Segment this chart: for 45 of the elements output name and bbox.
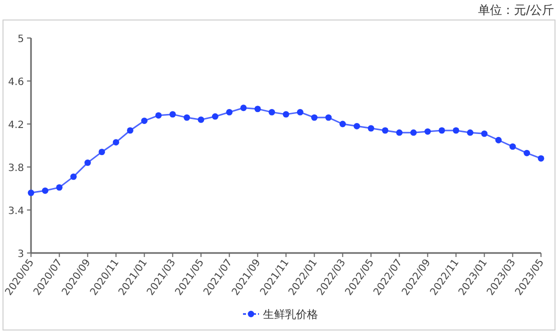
point: [424, 128, 431, 135]
point: [198, 116, 204, 123]
y-tick-label: 4.6: [8, 77, 24, 88]
point: [254, 106, 261, 112]
point: [112, 139, 120, 146]
point: [240, 104, 247, 112]
point: [495, 136, 502, 144]
point: [368, 125, 374, 132]
point: [169, 111, 176, 118]
point: [311, 114, 318, 121]
point: [325, 114, 332, 121]
y-tick-label: 4.2: [8, 120, 24, 131]
point: [410, 129, 417, 136]
point: [396, 129, 403, 136]
point: [509, 143, 516, 150]
y-tick-label: 5: [18, 34, 24, 45]
point: [212, 113, 218, 120]
point: [98, 148, 106, 156]
point: [282, 111, 290, 118]
point: [226, 108, 233, 116]
point: [354, 122, 360, 130]
point: [70, 173, 77, 180]
y-tick-label: 3.8: [8, 163, 24, 174]
text: 单位：元/公斤: [478, 3, 554, 17]
point: [481, 130, 488, 137]
point: [84, 160, 91, 166]
point: [524, 150, 530, 156]
point: [466, 129, 474, 136]
point: [184, 114, 190, 121]
point: [438, 127, 446, 134]
point: [56, 184, 63, 191]
y-tick-label: 3: [18, 249, 24, 260]
point: [268, 108, 276, 116]
point: [452, 127, 460, 134]
point: [538, 155, 544, 162]
point: [42, 187, 48, 194]
point: [339, 120, 346, 128]
y-tick-label: 3.4: [8, 206, 24, 217]
point: [126, 127, 134, 134]
legend-label: 生鲜乳价格: [263, 308, 318, 321]
point: [155, 112, 162, 119]
point: [296, 108, 304, 116]
point: [28, 190, 34, 196]
point: [141, 118, 148, 124]
point: [382, 127, 388, 134]
